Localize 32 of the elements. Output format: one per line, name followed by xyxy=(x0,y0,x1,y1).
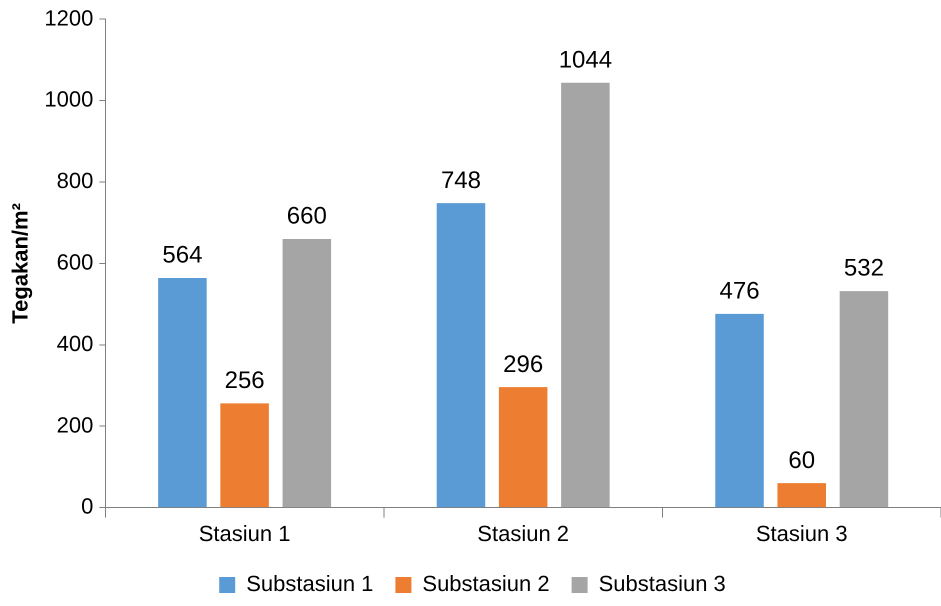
bar xyxy=(436,203,486,508)
y-tick-label: 0 xyxy=(81,494,94,519)
data-label: 60 xyxy=(788,446,816,474)
bar xyxy=(715,314,764,508)
x-tick-label: Stasiun 2 xyxy=(477,520,570,546)
data-label: 296 xyxy=(503,350,544,378)
y-tick-label: 800 xyxy=(56,168,94,194)
y-tick-label: 400 xyxy=(56,330,94,356)
bar xyxy=(220,403,269,508)
data-label: 476 xyxy=(719,277,760,304)
x-tick-label: Stasiun 1 xyxy=(198,520,290,546)
bar xyxy=(561,82,610,508)
legend-label: Substasiun 2 xyxy=(422,571,550,596)
y-tick-label: 600 xyxy=(56,249,94,274)
data-label: 748 xyxy=(440,166,481,194)
bar xyxy=(282,238,332,508)
bar xyxy=(840,291,888,508)
x-tick-label: Stasiun 3 xyxy=(756,520,848,546)
bar xyxy=(498,387,548,508)
bar xyxy=(158,278,207,508)
y-tick-label: 1000 xyxy=(44,86,94,112)
data-label: 660 xyxy=(286,202,327,230)
data-label: 256 xyxy=(224,367,265,394)
y-tick-label: 1200 xyxy=(44,5,94,30)
data-label: 564 xyxy=(162,242,202,269)
legend-label: Substasiun 3 xyxy=(598,571,726,596)
data-label: 1044 xyxy=(558,46,612,74)
bar xyxy=(777,483,826,508)
data-label: 532 xyxy=(844,254,884,282)
y-axis-title: Tegakan/m² xyxy=(7,203,32,324)
legend-label: Substasiun 1 xyxy=(246,571,374,596)
y-tick-label: 200 xyxy=(56,412,94,438)
